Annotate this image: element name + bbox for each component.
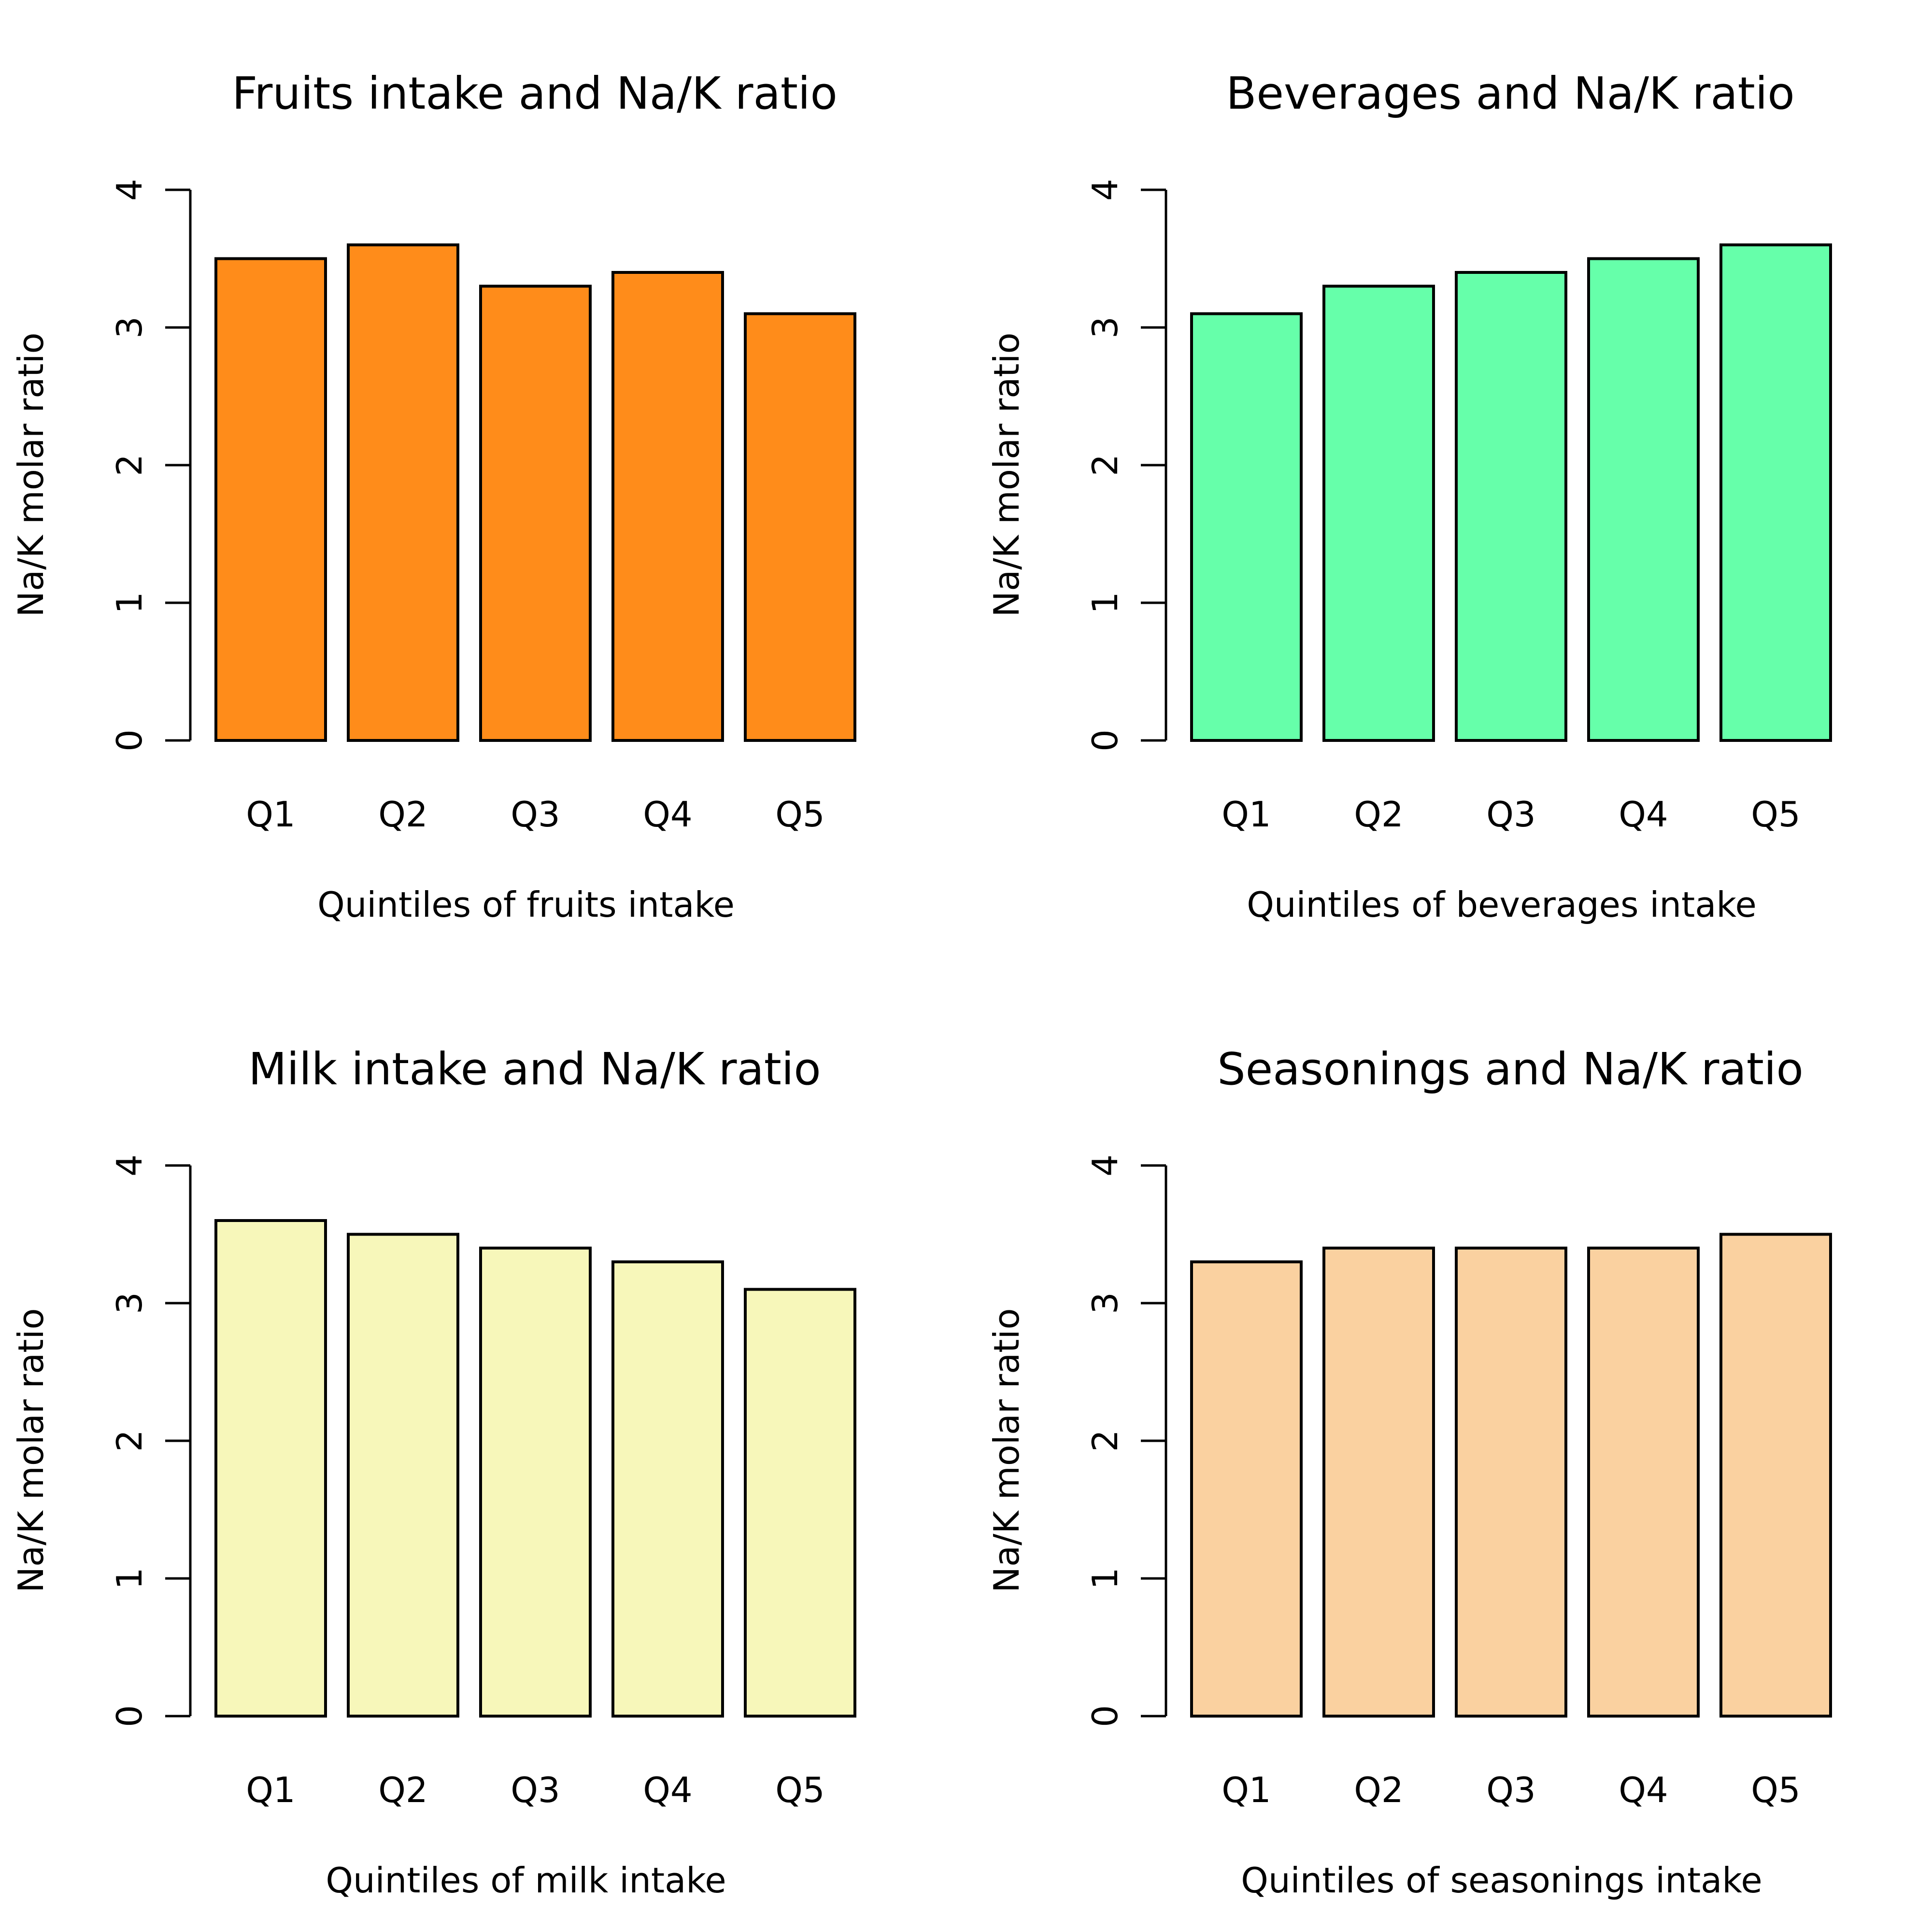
y-tick-label: 2: [109, 454, 150, 476]
chart-title: Seasonings and Na/K ratio: [1217, 1043, 1804, 1095]
bar-q3: [479, 1247, 592, 1718]
bar-q1: [214, 257, 327, 742]
bar-q4: [611, 271, 724, 742]
chart-title: Milk intake and Na/K ratio: [248, 1043, 821, 1095]
y-tick-label: 0: [1085, 1705, 1125, 1727]
x-category-label: Q3: [511, 794, 560, 835]
bar-q5: [1719, 1233, 1832, 1718]
x-category-label: Q1: [246, 1770, 295, 1810]
y-tick-label: 1: [109, 592, 150, 614]
bar-q1: [214, 1219, 327, 1718]
y-tick-label: 2: [1085, 1430, 1125, 1452]
bar-q4: [1587, 1247, 1700, 1718]
bar-q1: [1190, 312, 1303, 742]
x-axis-label: Quintiles of seasonings intake: [1241, 1860, 1762, 1901]
x-axis-label: Quintiles of fruits intake: [317, 884, 735, 925]
x-category-label: Q4: [1619, 1770, 1668, 1810]
chart-panel-1: Fruits intake and Na/K ratio 0 1 2 3 4 Na/K mo…: [11, 68, 856, 925]
y-tick-label: 2: [1085, 454, 1125, 476]
y-tick-label: 4: [1085, 179, 1125, 201]
y-axis-label: Na/K molar ratio: [986, 1308, 1027, 1592]
bar-q5: [744, 1288, 856, 1718]
y-tick-label: 4: [109, 179, 150, 201]
x-category-label: Q3: [1486, 1770, 1535, 1810]
y-tick-label: 1: [1085, 592, 1125, 614]
x-category-label: Q1: [1222, 1770, 1271, 1810]
bar-q5: [744, 312, 856, 742]
x-category-label: Q3: [1486, 794, 1535, 835]
x-category-label: Q4: [1619, 794, 1668, 835]
x-axis-label: Quintiles of milk intake: [326, 1860, 726, 1901]
y-axis-label: Na/K molar ratio: [986, 332, 1027, 617]
y-tick-label: 3: [1085, 316, 1125, 339]
bar-q4: [1587, 257, 1700, 742]
y-tick-label: 3: [109, 316, 150, 339]
x-category-label: Q1: [246, 794, 295, 835]
y-axis-label: Na/K molar ratio: [11, 332, 51, 617]
x-category-label: Q2: [378, 1770, 427, 1810]
y-tick-label: 3: [1085, 1292, 1125, 1314]
chart-title: Beverages and Na/K ratio: [1226, 68, 1794, 119]
chart-panel-3: Milk intake and Na/K ratio 0 1 2 3 4 Na/K mola…: [11, 1043, 856, 1901]
chart-title: Fruits intake and Na/K ratio: [232, 68, 838, 119]
y-tick-label: 4: [1085, 1154, 1125, 1177]
y-tick-label: 1: [1085, 1567, 1125, 1590]
bar-q1: [1190, 1260, 1303, 1718]
x-axis-label: Quintiles of beverages intake: [1247, 884, 1757, 925]
bar-q2: [1322, 1247, 1435, 1718]
y-tick-label: 0: [109, 1705, 150, 1727]
y-tick-label: 2: [109, 1430, 150, 1452]
y-tick-label: 4: [109, 1154, 150, 1177]
x-category-label: Q2: [1354, 794, 1403, 835]
bar-q2: [1322, 284, 1435, 742]
x-category-label: Q5: [1751, 1770, 1800, 1810]
y-tick-label: 0: [1085, 729, 1125, 752]
y-tick-label: 3: [109, 1292, 150, 1314]
x-category-label: Q2: [1354, 1770, 1403, 1810]
bar-q2: [347, 243, 459, 742]
chart-panel-4: Seasonings and Na/K ratio 0 1 2 3 4 Na/K molar…: [986, 1043, 1832, 1901]
x-category-label: Q4: [643, 794, 692, 835]
bar-q3: [1455, 1247, 1567, 1718]
bar-q4: [611, 1260, 724, 1718]
x-category-label: Q4: [643, 1770, 692, 1810]
x-category-label: Q5: [1751, 794, 1800, 835]
x-category-label: Q5: [775, 794, 824, 835]
x-category-label: Q3: [511, 1770, 560, 1810]
bar-q3: [479, 284, 592, 742]
bar-q2: [347, 1233, 459, 1718]
x-category-label: Q1: [1222, 794, 1271, 835]
y-tick-label: 1: [109, 1567, 150, 1590]
bar-q3: [1455, 271, 1567, 742]
y-axis-label: Na/K molar ratio: [11, 1308, 51, 1592]
x-category-label: Q5: [775, 1770, 824, 1810]
bar-q5: [1719, 243, 1832, 742]
y-tick-label: 0: [109, 729, 150, 752]
x-category-label: Q2: [378, 794, 427, 835]
chart-panel-2: Beverages and Na/K ratio 0 1 2 3 4 Na/K molar …: [986, 68, 1832, 925]
